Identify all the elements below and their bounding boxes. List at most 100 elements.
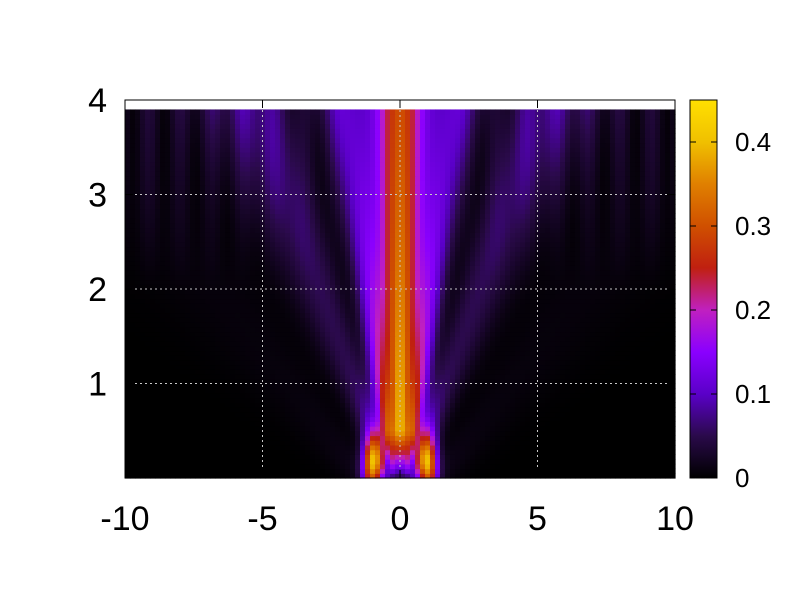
heatmap-cell: [310, 293, 316, 300]
heatmap-cell: [530, 397, 536, 403]
heatmap-cell: [405, 307, 411, 314]
heatmap-cell: [545, 355, 551, 361]
heatmap-cell: [520, 355, 526, 361]
heatmap-cell: [255, 459, 261, 465]
heatmap-cell: [265, 397, 271, 403]
heatmap-cell: [260, 421, 266, 427]
heatmap-cell: [210, 331, 216, 337]
heatmap-cell: [585, 307, 591, 314]
heatmap-cell: [645, 265, 651, 271]
heatmap-cell: [200, 463, 206, 470]
heatmap-cell: [570, 430, 576, 437]
heatmap-cell: [250, 345, 256, 352]
heatmap-cell: [250, 397, 256, 403]
heatmap-cell: [330, 279, 336, 285]
heatmap-cell: [435, 355, 441, 361]
heatmap-cell: [160, 317, 166, 323]
heatmap-cell: [595, 435, 601, 441]
heatmap-cell: [205, 411, 211, 418]
heatmap-cell: [525, 468, 531, 474]
heatmap-cell: [310, 411, 316, 418]
heatmap-cell: [460, 402, 466, 408]
heatmap-cell: [580, 336, 586, 342]
heatmap-cell: [250, 326, 256, 333]
heatmap-cell: [495, 440, 501, 446]
heatmap-cell: [560, 421, 566, 427]
heatmap-cell: [505, 298, 511, 304]
heatmap-cell: [530, 430, 536, 437]
heatmap-cell: [215, 350, 221, 356]
heatmap-cell: [650, 463, 656, 470]
heatmap-cell: [550, 289, 556, 295]
heatmap-cell: [160, 416, 166, 422]
heatmap-cell: [320, 270, 326, 276]
heatmap-cell: [610, 359, 616, 366]
heatmap-cell: [355, 411, 361, 418]
heatmap-cell: [585, 279, 591, 285]
heatmap-cell: [230, 374, 236, 380]
heatmap-cell: [595, 298, 601, 304]
heatmap-cell: [625, 397, 631, 403]
heatmap-cell: [330, 336, 336, 342]
heatmap-cell: [355, 388, 361, 394]
heatmap-cell: [235, 468, 241, 474]
heatmap-cell: [165, 260, 171, 266]
heatmap-cell: [415, 383, 421, 389]
heatmap-cell: [320, 378, 326, 385]
heatmap-cell: [420, 459, 426, 465]
heatmap-cell: [360, 359, 366, 366]
heatmap-cell: [625, 411, 631, 418]
heatmap-cell: [430, 293, 436, 300]
heatmap-cell: [495, 289, 501, 295]
heatmap-cell: [560, 374, 566, 380]
heatmap-cell: [510, 440, 516, 446]
heatmap-cell: [135, 407, 141, 413]
heatmap-cell: [530, 411, 536, 418]
heatmap-cell: [205, 468, 211, 474]
heatmap-cell: [585, 303, 591, 309]
heatmap-cell: [305, 407, 311, 413]
heatmap-cell: [660, 430, 666, 437]
heatmap-cell: [230, 383, 236, 389]
heatmap-cell: [670, 345, 676, 352]
heatmap-cell: [465, 326, 471, 333]
heatmap-cell: [360, 345, 366, 352]
heatmap-cell: [615, 289, 621, 295]
heatmap-cell: [670, 440, 676, 446]
heatmap-cell: [325, 289, 331, 295]
heatmap-cell: [555, 289, 561, 295]
heatmap-cell: [365, 426, 371, 432]
heatmap-cell: [580, 317, 586, 323]
heatmap-cell: [475, 407, 481, 413]
heatmap-cell: [570, 364, 576, 370]
heatmap-cell: [655, 374, 661, 380]
heatmap-cell: [470, 279, 476, 285]
heatmap-cell: [280, 459, 286, 465]
heatmap-cell: [465, 279, 471, 285]
heatmap-cell: [230, 336, 236, 342]
heatmap-cell: [270, 307, 276, 314]
heatmap-cell: [670, 383, 676, 389]
heatmap-cell: [130, 440, 136, 446]
heatmap-cell: [445, 426, 451, 432]
heatmap-cell: [145, 322, 151, 328]
heatmap-cell: [425, 359, 431, 366]
heatmap-cell: [420, 440, 426, 446]
heatmap-cell: [320, 416, 326, 422]
heatmap-cell: [280, 303, 286, 309]
heatmap-cell: [230, 345, 236, 352]
heatmap-cell: [425, 383, 431, 389]
heatmap-cell: [145, 378, 151, 385]
heatmap-cell: [505, 359, 511, 366]
heatmap-cell: [150, 336, 156, 342]
heatmap-cell: [540, 388, 546, 394]
heatmap-cell: [235, 260, 241, 266]
heatmap-cell: [610, 298, 616, 304]
heatmap-cell: [435, 378, 441, 385]
heatmap-cell: [405, 326, 411, 333]
heatmap-cell: [245, 392, 251, 399]
heatmap-cell: [575, 416, 581, 422]
heatmap-cell: [125, 440, 131, 446]
heatmap-cell: [215, 374, 221, 380]
heatmap-cell: [645, 440, 651, 446]
